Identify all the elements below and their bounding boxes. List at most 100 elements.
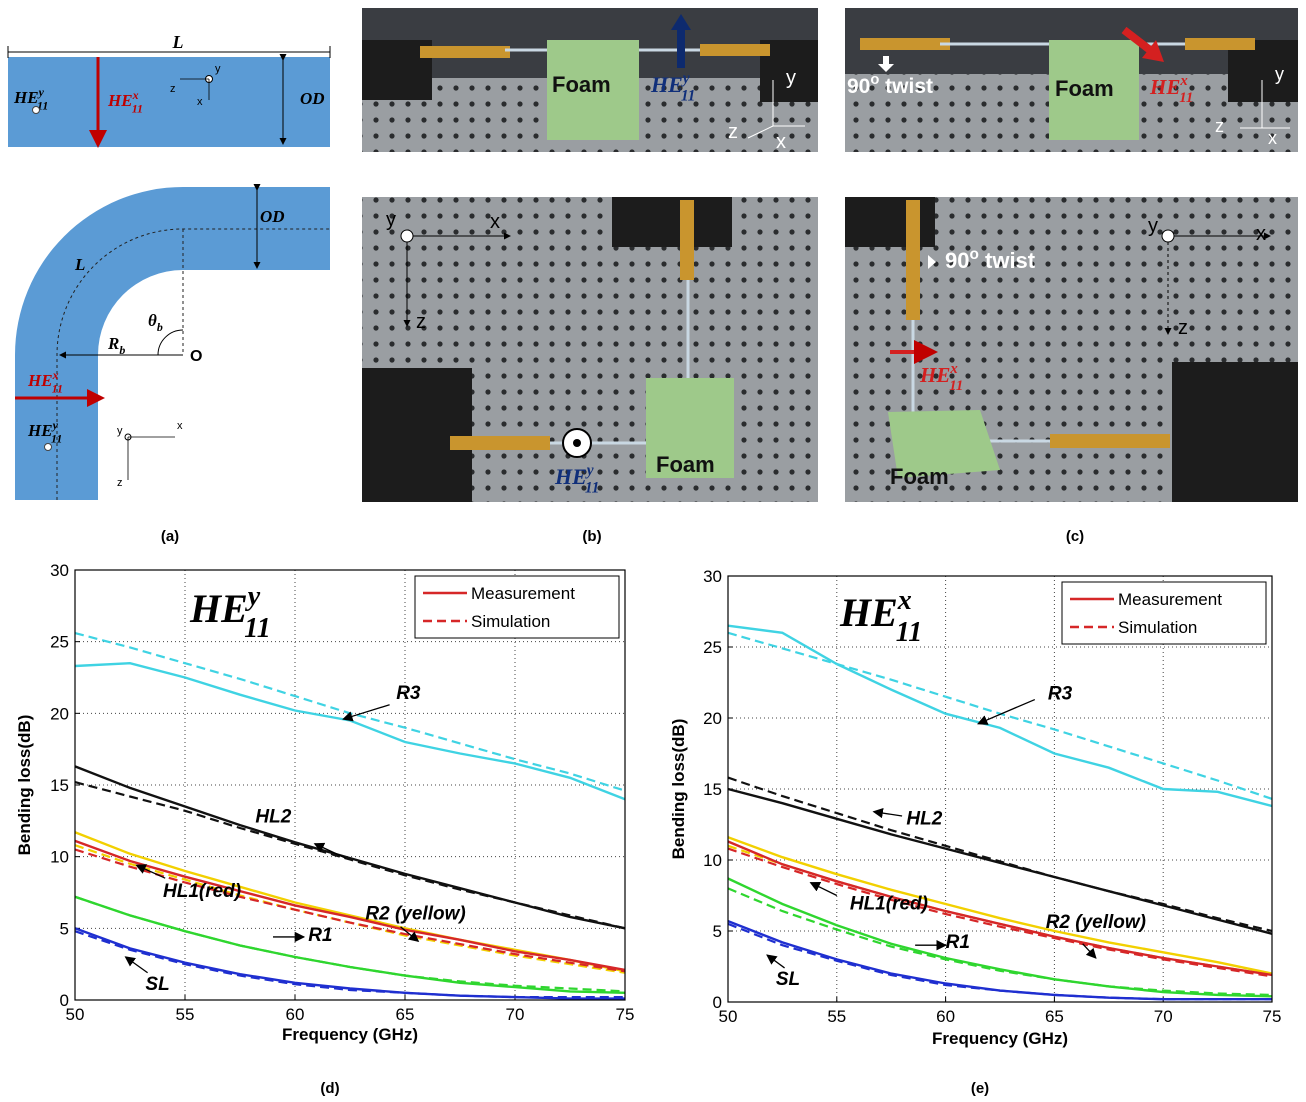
axis-label: y	[215, 63, 221, 75]
text-sub: b	[157, 320, 163, 334]
y-axis-label: Bending loss(dB)	[669, 719, 688, 860]
data-line	[74, 781, 626, 930]
legend-box	[414, 575, 620, 639]
label: Foam	[656, 452, 715, 477]
foam	[646, 378, 734, 478]
y-tick-label: 0	[60, 991, 69, 1010]
x-tick-label: 75	[1263, 1007, 1282, 1026]
text-sub: 11	[949, 378, 963, 394]
annotation: R2 (yellow)	[1046, 912, 1146, 933]
annotation-arrow	[342, 704, 390, 722]
x-axis-label: Frequency (GHz)	[932, 1029, 1068, 1048]
text-sup: x	[949, 361, 957, 377]
text-rest: twist	[879, 75, 933, 98]
angle-arc	[157, 329, 184, 356]
data-line	[74, 839, 626, 972]
legend-label: Simulation	[1118, 618, 1197, 637]
mode-label: HEy 11	[650, 70, 695, 105]
text-base: HE	[919, 363, 950, 387]
y-tick-label: 15	[703, 780, 722, 799]
label: Foam	[552, 72, 611, 97]
arrow	[928, 255, 936, 269]
text-sup: y	[245, 581, 261, 612]
annotation: HL1(red)	[850, 894, 928, 915]
y-tick-label: 20	[50, 704, 69, 723]
y-tick-label: 10	[703, 851, 722, 870]
axis-label: y	[786, 67, 796, 89]
axis-label: y	[1148, 215, 1158, 237]
axis-label: x	[177, 420, 183, 432]
x-tick-label: 75	[616, 1005, 635, 1024]
data-line	[727, 624, 1273, 808]
mode-label: HEx 11	[919, 361, 963, 394]
axis	[747, 125, 774, 139]
mode-label: HEy 11	[554, 462, 599, 497]
plot-border	[74, 569, 626, 1001]
text-base: θ	[148, 311, 157, 330]
text-base: HE	[189, 586, 248, 631]
instrument	[612, 197, 732, 247]
text-sup: o	[969, 246, 978, 263]
bent-fiber	[15, 187, 330, 500]
axis-label: x	[1268, 128, 1277, 148]
waveguide	[450, 436, 550, 450]
x-tick-label: 65	[396, 1005, 415, 1024]
mode-label: HEy 11	[27, 418, 62, 446]
foam	[1049, 40, 1139, 140]
label: O	[190, 348, 202, 365]
text-sup: x	[897, 585, 912, 616]
annotation-arrow	[872, 807, 903, 819]
y-tick-label: 30	[50, 561, 69, 580]
annotation: SL	[145, 974, 169, 995]
panel-a: L OD HEy 11 HEx 11 y z x OD L θb Rb O HEx 1…	[7, 32, 331, 545]
line-chart: 0 5 10 15 20 25 30 50 55 60 65 70 75 R3 HL2 HL1(red) R2 …	[669, 567, 1281, 1097]
foam	[888, 410, 1000, 478]
text-sub: b	[119, 343, 125, 357]
annotation-arrow	[400, 926, 420, 943]
waveguide	[1050, 434, 1170, 448]
x-tick-label: 60	[286, 1005, 305, 1024]
data-line	[727, 787, 1273, 935]
text-base: 90	[945, 248, 969, 273]
text-base: HE	[554, 464, 587, 489]
data-line	[74, 848, 626, 973]
text-sub: 11	[896, 617, 922, 648]
panel-label: (d)	[320, 1080, 339, 1097]
text-base: R	[107, 334, 119, 353]
label: 90o twist	[847, 72, 933, 98]
text-base: HE	[13, 88, 39, 107]
text-base: HE	[27, 421, 53, 440]
annotation: R1	[308, 925, 332, 946]
axis-label: z	[170, 83, 176, 95]
arrow	[878, 56, 894, 72]
chart-title: HEx 11	[839, 585, 922, 648]
data-line	[727, 877, 1273, 998]
instrument	[1228, 40, 1298, 102]
marker	[44, 443, 52, 451]
axis-label: x	[197, 96, 203, 108]
arrow-head	[1142, 40, 1164, 62]
instrument	[362, 368, 472, 502]
y-tick-label: 5	[713, 922, 722, 941]
label: L	[172, 32, 184, 52]
axis-origin	[400, 229, 414, 243]
data-line	[727, 922, 1272, 1001]
axis-label: z	[1178, 317, 1188, 339]
annotation-arrow	[977, 698, 1036, 725]
label: L	[74, 255, 85, 274]
axis-label: z	[416, 311, 426, 333]
axis-label: x	[776, 131, 786, 153]
axis-label: x	[1256, 223, 1266, 245]
y-tick-label: 10	[50, 848, 69, 867]
annotation: R2 (yellow)	[365, 904, 465, 925]
mode-label: HEy 11	[13, 85, 48, 113]
label: OD	[300, 89, 325, 108]
y-axis-label: Bending loss(dB)	[15, 715, 34, 856]
legend-label: Measurement	[471, 584, 575, 603]
x-tick-label: 70	[1154, 1007, 1173, 1026]
label: 90o twist	[945, 246, 1036, 273]
y-tick-label: 25	[50, 633, 69, 652]
x-tick-label: 60	[936, 1007, 955, 1026]
